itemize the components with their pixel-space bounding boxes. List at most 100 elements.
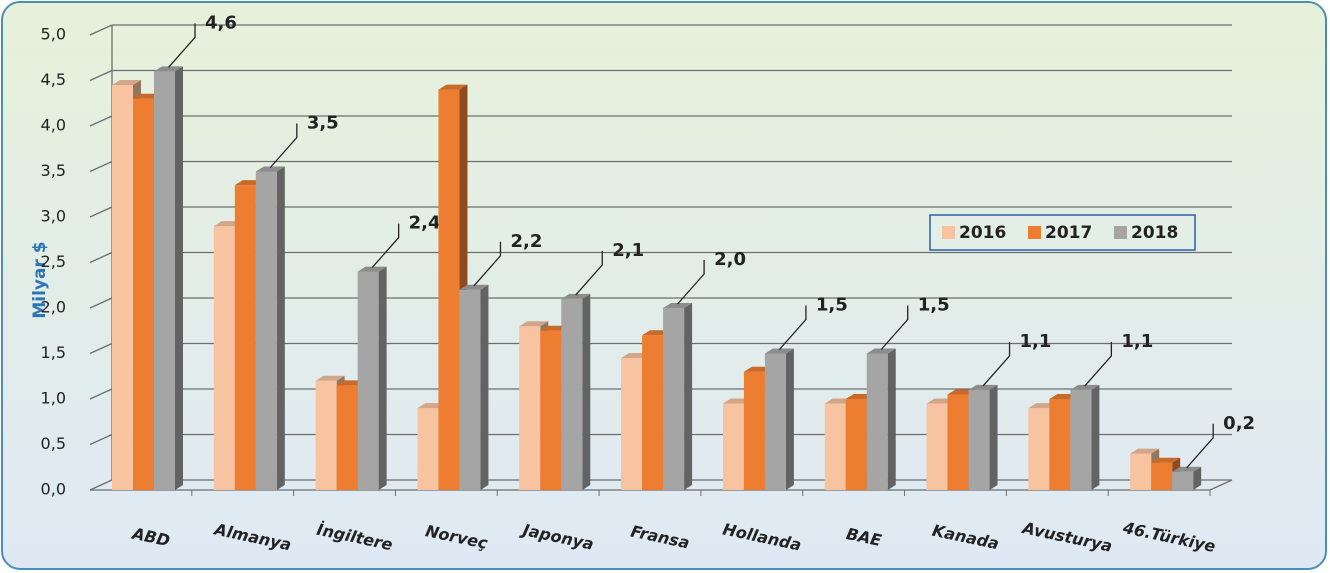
bar [133, 98, 154, 490]
bar [459, 289, 481, 490]
bar [947, 394, 969, 490]
leader-line [1084, 341, 1113, 387]
bar-top [1151, 457, 1181, 463]
grid-line-depth [89, 69, 113, 82]
bar-top [1130, 448, 1160, 454]
y-tick-label: 0,5 [41, 434, 66, 453]
bar [845, 399, 867, 490]
bar [1049, 399, 1071, 490]
bar [540, 330, 562, 490]
value-label: 2,2 [510, 231, 542, 252]
bar-top [438, 84, 468, 90]
value-label: 2,0 [714, 249, 746, 270]
value-label: 1,5 [816, 295, 848, 316]
bar [722, 403, 744, 490]
bar-top [459, 284, 489, 290]
grid-line-depth [89, 206, 113, 218]
bar [315, 380, 337, 490]
grid-line-depth [89, 160, 113, 173]
leader-line [1186, 423, 1214, 469]
bar-side [887, 348, 896, 490]
bar [519, 326, 541, 490]
bar [621, 358, 643, 490]
legend-swatch [1114, 226, 1127, 239]
value-label: 2,4 [409, 213, 441, 234]
y-tick-label: 2,0 [41, 298, 66, 317]
bar [1028, 408, 1050, 490]
y-tick-label: 5,0 [41, 25, 66, 44]
bar [1070, 389, 1092, 490]
value-label: 0,2 [1223, 413, 1255, 434]
bar-side [1193, 466, 1202, 490]
bar [255, 171, 277, 490]
leader-line [473, 241, 502, 287]
bar-top [519, 321, 549, 327]
leader-line [575, 250, 603, 296]
bar [336, 385, 358, 490]
y-tick-label: 3,0 [41, 207, 66, 226]
bar-top [663, 303, 693, 308]
bar-top [357, 266, 387, 272]
value-label: 3,5 [307, 113, 339, 134]
bar-side [175, 66, 183, 491]
y-tick-label: 4,0 [41, 116, 66, 135]
bar-top [968, 384, 998, 390]
bar-top [1172, 466, 1202, 472]
y-tick-label: 2,5 [41, 252, 66, 271]
leader-line [269, 123, 298, 168]
grid-line-depth [89, 251, 113, 264]
bar [1151, 462, 1173, 490]
y-tick-label: 0,0 [41, 480, 66, 499]
bar-top [315, 375, 345, 381]
bar-top [255, 166, 285, 172]
legend-label: 2016 [959, 223, 1006, 243]
bar [112, 85, 133, 491]
y-tick-label: 1,5 [41, 343, 66, 362]
grid-line-depth [89, 24, 113, 36]
legend-box [929, 214, 1196, 251]
bar [234, 185, 256, 490]
legend-swatch [942, 226, 955, 239]
bar-top [1070, 384, 1100, 390]
leader-line [371, 223, 400, 269]
value-label: 1,5 [918, 295, 950, 316]
value-label: 4,6 [205, 12, 237, 33]
bar-top [112, 80, 141, 86]
legend-label: 2018 [1131, 223, 1178, 243]
value-label: 1,1 [1121, 331, 1153, 352]
bar [417, 408, 439, 490]
bar-top [561, 293, 591, 299]
bar-side [989, 384, 998, 490]
bar [438, 89, 460, 490]
bar [357, 271, 379, 490]
leader-line [982, 341, 1011, 387]
bar [824, 403, 846, 490]
x-axis-depth [1209, 479, 1233, 491]
bar-side [582, 293, 591, 490]
bar-side [378, 266, 387, 490]
value-label: 2,1 [612, 240, 644, 261]
grid-line-depth [89, 433, 113, 446]
bar-top [866, 348, 896, 354]
bar-side [785, 348, 794, 490]
y-tick-label: 4,5 [41, 70, 66, 89]
bar [213, 226, 235, 490]
legend: 2016 2017 2018 [929, 214, 1196, 251]
bar [642, 335, 664, 490]
grid-line-depth [89, 479, 113, 491]
grid-line-depth [89, 297, 113, 309]
legend-swatch [1028, 226, 1041, 239]
bar [663, 308, 685, 490]
bar-side [684, 303, 693, 490]
bar [926, 403, 948, 490]
bar-side [480, 284, 489, 490]
bar-side [1091, 384, 1100, 490]
leader-line [677, 260, 705, 305]
grid-line-depth [89, 388, 113, 400]
leader-line [880, 305, 909, 350]
bar [1130, 453, 1152, 490]
legend-label: 2017 [1045, 223, 1092, 243]
y-tick-label: 1,0 [41, 389, 66, 408]
bar [743, 371, 765, 490]
